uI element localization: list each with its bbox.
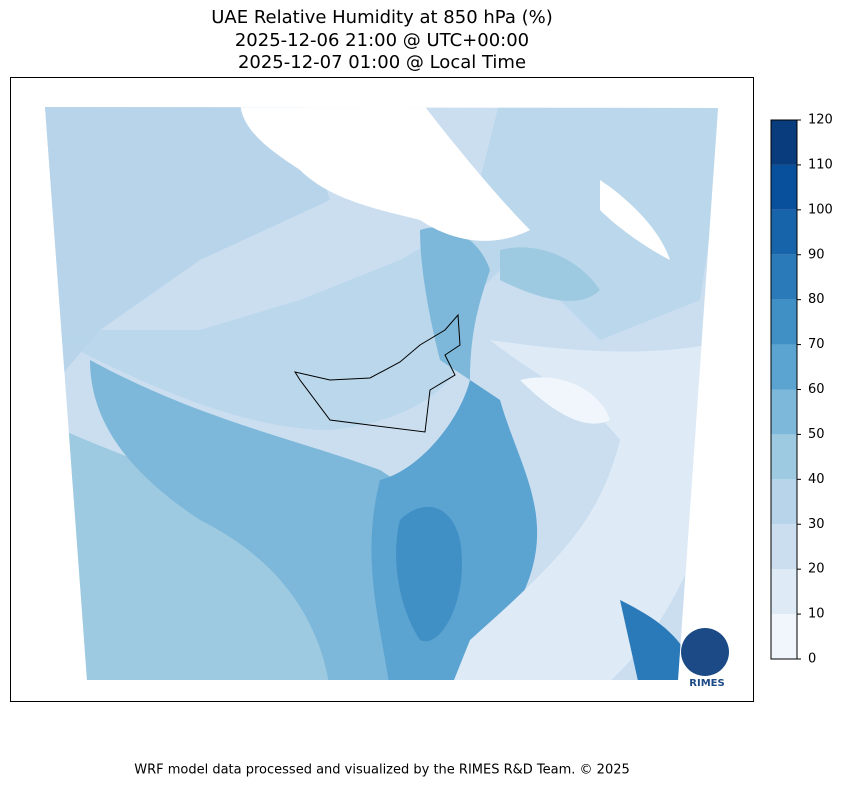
colorbar-tick-label: 30 bbox=[808, 517, 825, 532]
humidity-field bbox=[45, 107, 718, 680]
colorbar-segment bbox=[771, 434, 797, 480]
colorbar-segment bbox=[771, 299, 797, 345]
colorbar-tick-label: 110 bbox=[808, 157, 833, 172]
colorbar-segment bbox=[771, 209, 797, 255]
colorbar-segment bbox=[771, 479, 797, 525]
colorbar-tick-label: 50 bbox=[808, 427, 825, 442]
colorbar-tick-label: 20 bbox=[808, 562, 825, 577]
colorbar-segment bbox=[771, 120, 797, 165]
colorbar-segment bbox=[771, 164, 797, 210]
colorbar-tick-label: 120 bbox=[808, 113, 833, 128]
colorbar-tick-label: 60 bbox=[808, 382, 825, 397]
colorbar-segment bbox=[771, 254, 797, 300]
logo-text: RIMES bbox=[689, 678, 724, 689]
colorbar-segment bbox=[771, 344, 797, 390]
title-line: 2025-12-07 01:00 @ Local Time bbox=[238, 52, 526, 73]
colorbar-tick-label: 90 bbox=[808, 247, 825, 262]
colorbar-segment bbox=[771, 524, 797, 570]
colorbar-tick-label: 80 bbox=[808, 292, 825, 307]
footer: WRF model data processed and visualized … bbox=[134, 763, 630, 778]
colorbar-segment bbox=[771, 614, 797, 659]
colorbar: 0 10 20 30 40 50 60 70 80 90 100 110 120 bbox=[770, 113, 833, 667]
country-outline bbox=[293, 313, 461, 433]
colorbar-tick-label: 40 bbox=[808, 472, 825, 487]
colorbar-tick-label: 10 bbox=[808, 607, 825, 622]
colorbar-tick-label: 70 bbox=[808, 337, 825, 352]
colorbar-segment bbox=[771, 389, 797, 435]
title-line: 2025-12-06 21:00 @ UTC+00:00 bbox=[235, 30, 529, 51]
map-frame bbox=[10, 77, 754, 702]
title-line: UAE Relative Humidity at 850 hPa (%) bbox=[211, 7, 552, 28]
logo-badge bbox=[681, 628, 729, 676]
colorbar-tick-label: 100 bbox=[808, 202, 833, 217]
colorbar-segment bbox=[771, 569, 797, 615]
colorbar-tick-label: 0 bbox=[808, 652, 816, 667]
